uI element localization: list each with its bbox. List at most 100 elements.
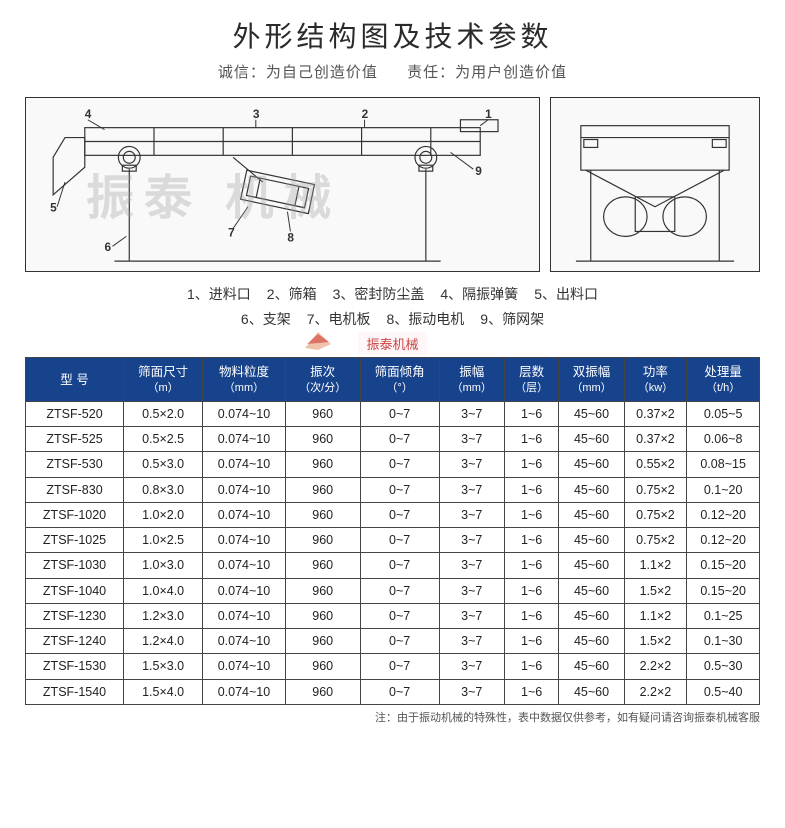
table-row: ZTSF-5200.5×2.00.074~109600~73~71~645~60… [26, 401, 760, 426]
table-cell: 3~7 [439, 401, 504, 426]
table-cell: 0.75×2 [624, 502, 687, 527]
table-cell: 0.15~20 [687, 553, 760, 578]
column-header: 振次（次/分） [285, 358, 360, 402]
diagram-side-view: 振泰 机械 [25, 97, 540, 272]
column-header: 筛面倾角（°） [360, 358, 439, 402]
table-cell: 0.074~10 [203, 528, 286, 553]
table-cell: 45~60 [559, 654, 624, 679]
table-cell: 1~6 [504, 654, 559, 679]
table-row: ZTSF-15401.5×4.00.074~109600~73~71~645~6… [26, 679, 760, 704]
legend-row-1: 1、进料口2、筛箱3、密封防尘盖4、隔振弹簧5、出料口 [25, 282, 760, 307]
legend-item: 2、筛箱 [267, 282, 317, 307]
table-row: ZTSF-12301.2×3.00.074~109600~73~71~645~6… [26, 603, 760, 628]
table-cell: 0~7 [360, 603, 439, 628]
table-cell: 0.5×2.0 [124, 401, 203, 426]
table-cell: 0~7 [360, 679, 439, 704]
table-cell: 1.5×4.0 [124, 679, 203, 704]
legend-item: 9、筛网架 [480, 307, 544, 332]
spec-table: 型 号筛面尺寸（m）物料粒度（mm）振次（次/分）筛面倾角（°）振幅（mm）层数… [25, 357, 760, 705]
table-cell: 0.074~10 [203, 553, 286, 578]
legend-item: 3、密封防尘盖 [333, 282, 425, 307]
svg-text:9: 9 [475, 164, 482, 178]
table-cell: 1~6 [504, 528, 559, 553]
legend-item: 7、电机板 [307, 307, 371, 332]
table-cell: 3~7 [439, 528, 504, 553]
table-cell: 0.12~20 [687, 528, 760, 553]
table-cell: 960 [285, 578, 360, 603]
table-cell: 0.37×2 [624, 401, 687, 426]
table-cell: 0.5×2.5 [124, 427, 203, 452]
table-cell: 0~7 [360, 654, 439, 679]
diagram-front-view [550, 97, 760, 272]
table-cell: 1.2×3.0 [124, 603, 203, 628]
table-cell: 1.1×2 [624, 553, 687, 578]
table-row: ZTSF-10251.0×2.50.074~109600~73~71~645~6… [26, 528, 760, 553]
table-cell: 0.074~10 [203, 603, 286, 628]
table-cell: 0~7 [360, 553, 439, 578]
table-cell: 960 [285, 629, 360, 654]
column-header: 功率（kw） [624, 358, 687, 402]
table-cell: ZTSF-530 [26, 452, 124, 477]
table-cell: 0.06~8 [687, 427, 760, 452]
brand-logo-icon [303, 330, 333, 352]
subtitle: 诚信：为自己创造价值 责任：为用户创造价值 [25, 61, 760, 82]
table-cell: 960 [285, 603, 360, 628]
table-cell: 0.074~10 [203, 401, 286, 426]
table-cell: 3~7 [439, 679, 504, 704]
page-title: 外形结构图及技术参数 [25, 15, 760, 55]
table-cell: 45~60 [559, 401, 624, 426]
table-cell: 1~6 [504, 603, 559, 628]
table-cell: 0.37×2 [624, 427, 687, 452]
table-cell: 0.074~10 [203, 679, 286, 704]
table-cell: 45~60 [559, 477, 624, 502]
front-elevation-svg [551, 98, 759, 271]
table-cell: 960 [285, 452, 360, 477]
table-cell: 960 [285, 553, 360, 578]
legend-item: 8、振动电机 [387, 307, 465, 332]
svg-text:1: 1 [485, 107, 492, 121]
table-cell: 1~6 [504, 553, 559, 578]
column-header: 处理量（t/h） [687, 358, 760, 402]
table-cell: 45~60 [559, 528, 624, 553]
table-row: ZTSF-12401.2×4.00.074~109600~73~71~645~6… [26, 629, 760, 654]
table-cell: 0.12~20 [687, 502, 760, 527]
table-cell: 45~60 [559, 578, 624, 603]
table-cell: 3~7 [439, 502, 504, 527]
table-cell: 1.2×4.0 [124, 629, 203, 654]
table-cell: 45~60 [559, 427, 624, 452]
column-header: 双振幅（mm） [559, 358, 624, 402]
table-cell: 3~7 [439, 452, 504, 477]
legend-item: 4、隔振弹簧 [440, 282, 518, 307]
table-cell: 0~7 [360, 629, 439, 654]
brand-badge: 振泰机械 [25, 332, 760, 355]
table-cell: 1~6 [504, 452, 559, 477]
table-cell: 960 [285, 528, 360, 553]
table-cell: 1.0×3.0 [124, 553, 203, 578]
column-header: 层数（层） [504, 358, 559, 402]
table-cell: ZTSF-1240 [26, 629, 124, 654]
svg-text:3: 3 [253, 107, 260, 121]
table-cell: ZTSF-520 [26, 401, 124, 426]
table-cell: 1~6 [504, 477, 559, 502]
table-cell: 0.05~5 [687, 401, 760, 426]
column-header: 筛面尺寸（m） [124, 358, 203, 402]
table-cell: 0.8×3.0 [124, 477, 203, 502]
table-cell: 45~60 [559, 452, 624, 477]
table-cell: 1.1×2 [624, 603, 687, 628]
table-cell: 1~6 [504, 629, 559, 654]
title-block: 外形结构图及技术参数 诚信：为自己创造价值 责任：为用户创造价值 [25, 15, 760, 82]
table-cell: 3~7 [439, 603, 504, 628]
table-cell: ZTSF-1540 [26, 679, 124, 704]
table-cell: 1~6 [504, 401, 559, 426]
legend-row-2: 6、支架7、电机板8、振动电机9、筛网架 [25, 307, 760, 332]
table-cell: 0.074~10 [203, 452, 286, 477]
table-cell: 0.074~10 [203, 578, 286, 603]
table-cell: 960 [285, 427, 360, 452]
table-cell: 0.074~10 [203, 629, 286, 654]
svg-text:8: 8 [287, 230, 294, 244]
table-cell: 960 [285, 401, 360, 426]
table-cell: 3~7 [439, 654, 504, 679]
subtitle-left: 诚信：为自己创造价值 [218, 64, 378, 81]
table-cell: 0~7 [360, 578, 439, 603]
table-cell: 0.5×3.0 [124, 452, 203, 477]
